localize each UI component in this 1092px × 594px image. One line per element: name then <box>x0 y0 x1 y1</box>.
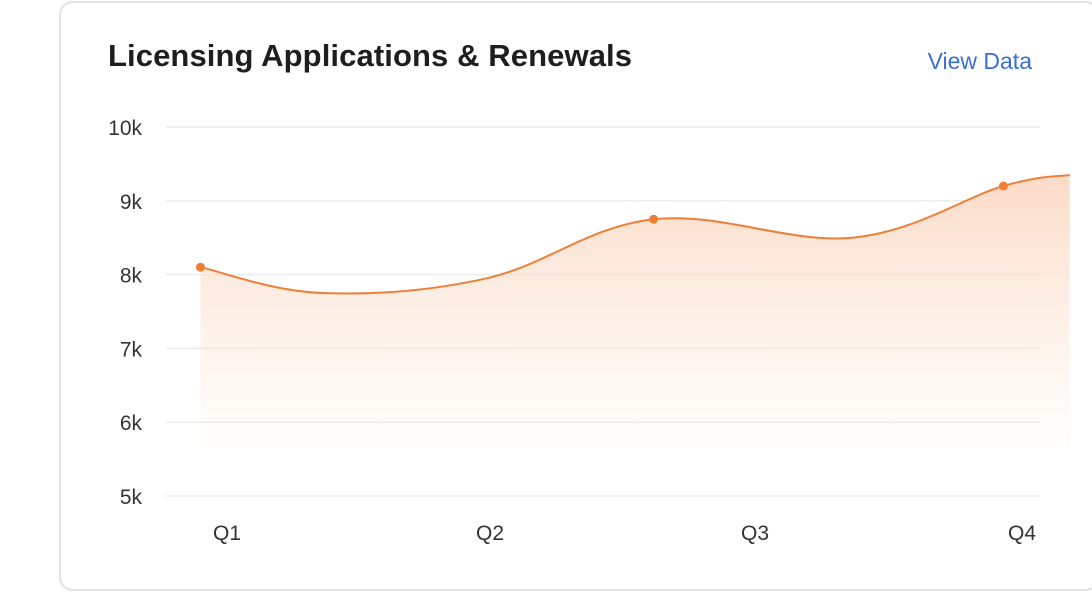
series-area <box>200 175 1070 452</box>
x-tick-label: Q4 <box>1008 522 1036 545</box>
y-tick-label: 9k <box>120 191 143 214</box>
data-point[interactable] <box>649 214 659 224</box>
y-tick-label: 7k <box>120 338 143 361</box>
view-data-link[interactable]: View Data <box>927 48 1032 74</box>
data-points <box>196 181 1008 272</box>
x-tick-label: Q2 <box>476 522 504 545</box>
y-tick-label: 10k <box>108 117 142 140</box>
chart-title: Licensing Applications & Renewals <box>108 38 633 73</box>
y-tick-labels: 10k 9k 8k 7k 6k 5k <box>108 117 142 509</box>
x-tick-label: Q1 <box>213 522 241 545</box>
data-point[interactable] <box>196 262 205 272</box>
x-tick-label: Q3 <box>741 522 769 545</box>
y-tick-label: 5k <box>120 486 143 509</box>
x-tick-labels: Q1 Q2 Q3 Q4 <box>213 522 1036 545</box>
y-tick-label: 8k <box>120 265 143 288</box>
area-fill <box>200 175 1070 452</box>
data-point[interactable] <box>998 181 1008 191</box>
y-tick-label: 6k <box>120 412 143 435</box>
